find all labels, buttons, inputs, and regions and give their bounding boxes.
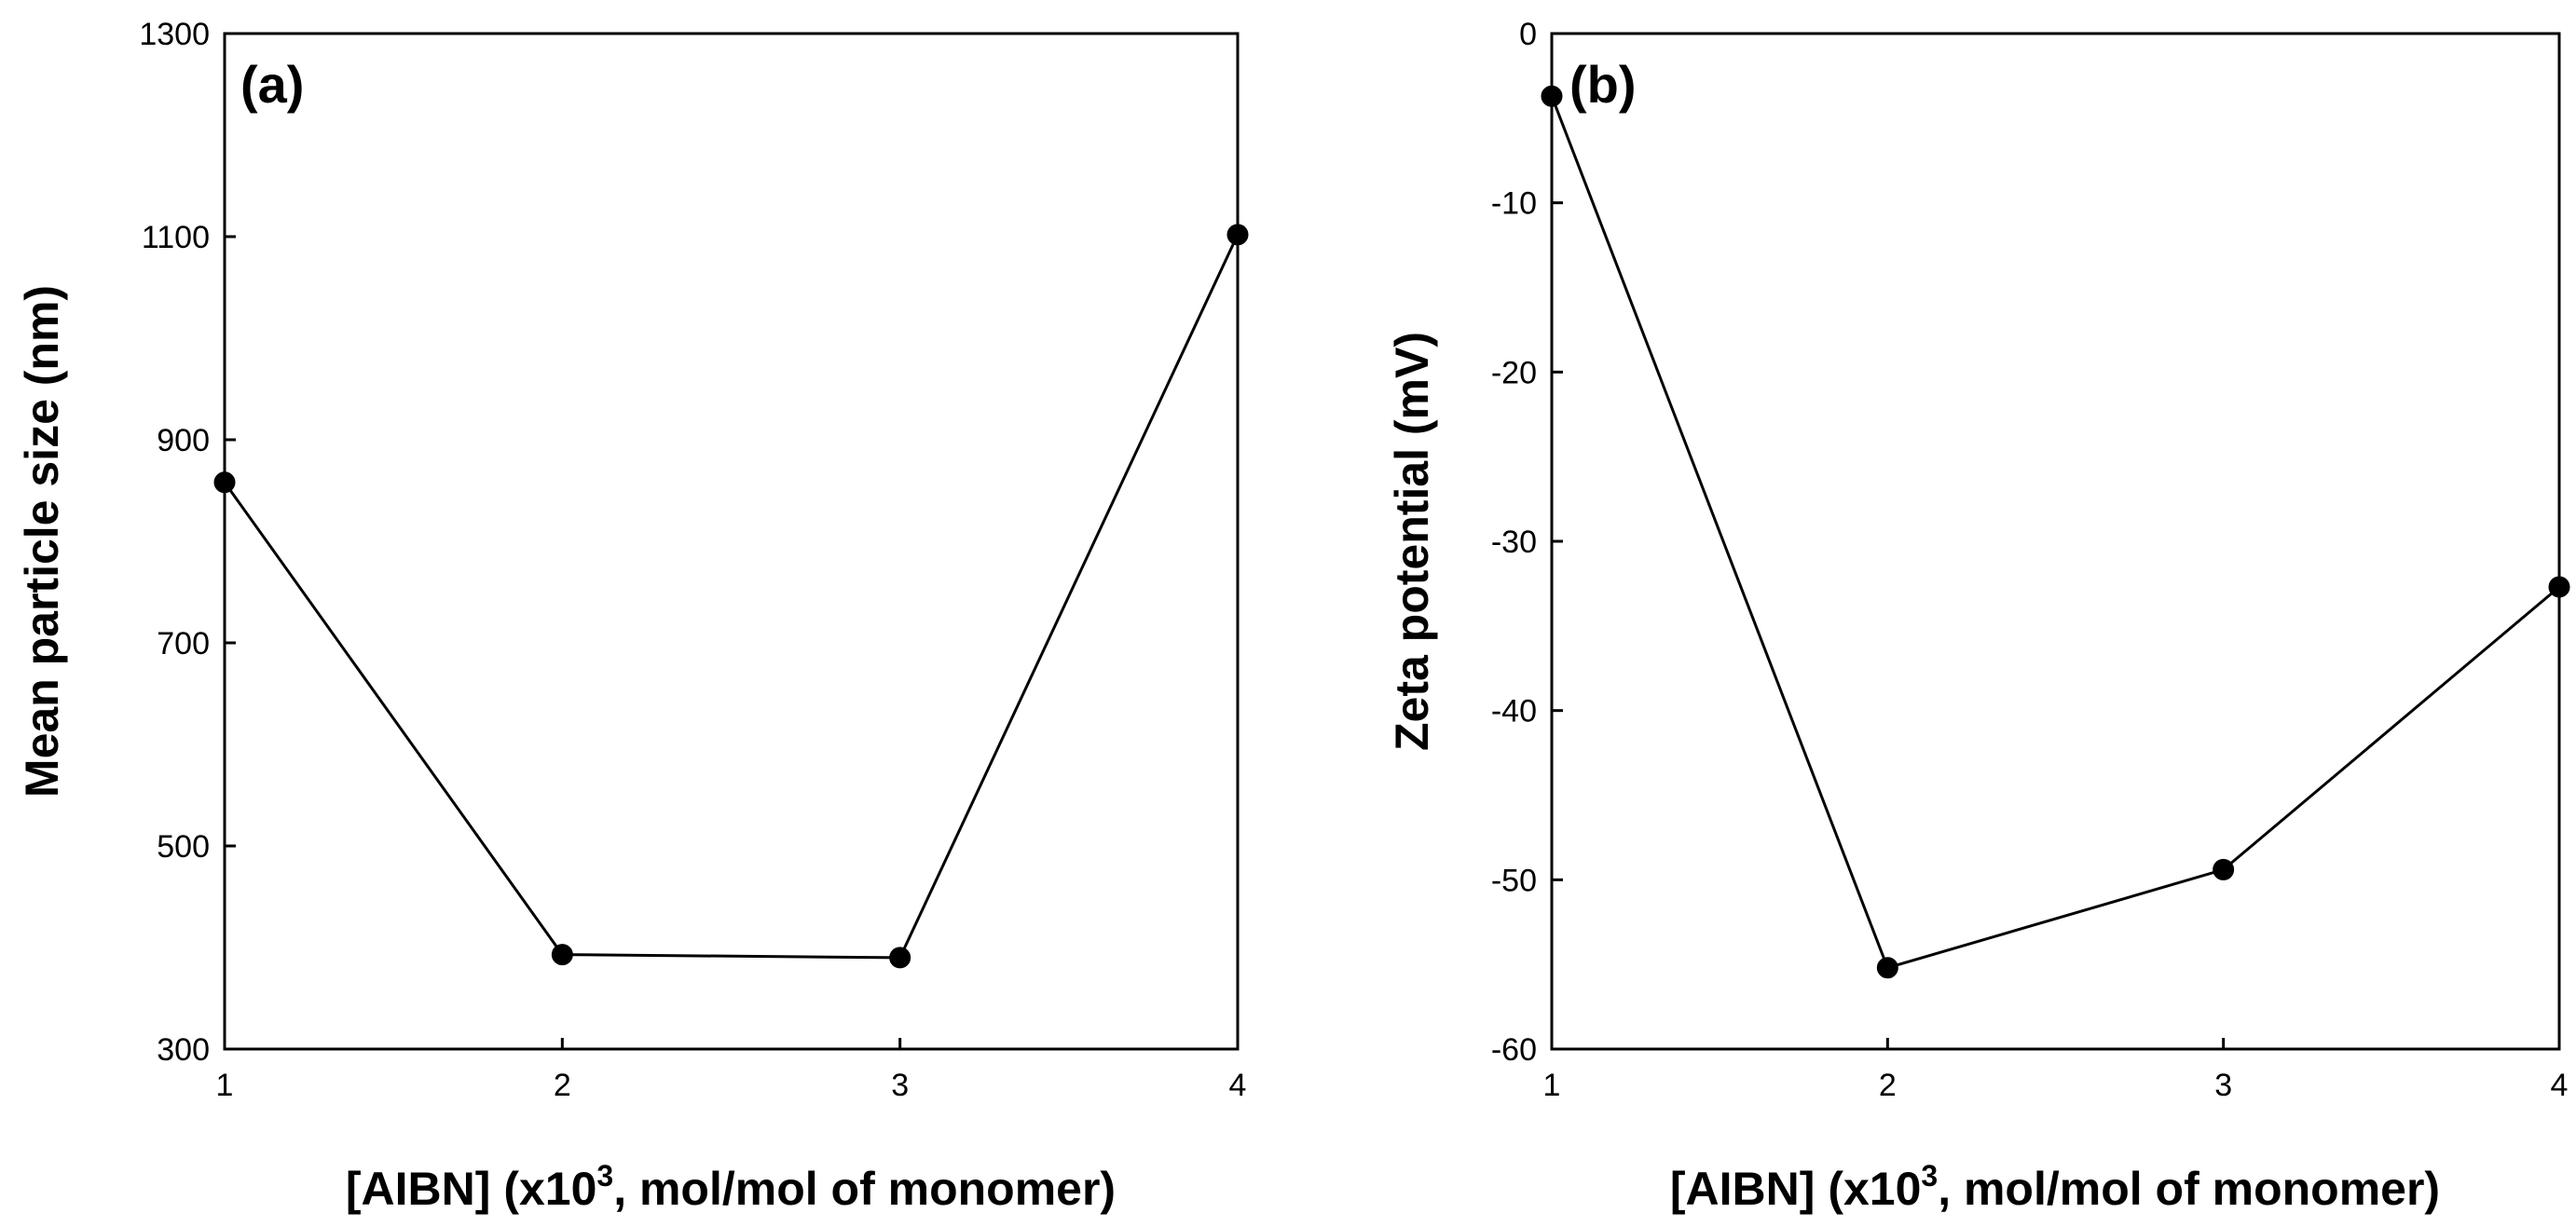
data-point-a-3	[889, 947, 911, 969]
y-tick-label: -40	[1491, 694, 1537, 729]
data-point-b-2	[1876, 957, 1898, 979]
y-tick-label: 500	[157, 829, 210, 865]
x-axis-title-tail: , mol/mol of monomer)	[1938, 1163, 2440, 1215]
data-point-a-1	[213, 471, 236, 494]
y-tick-label: 1100	[142, 220, 210, 255]
y-tick-label: 300	[157, 1032, 210, 1068]
x-axis-title-superscript: 3	[1921, 1159, 1938, 1193]
x-tick-label: 1	[216, 1068, 234, 1103]
x-tick-label: 2	[554, 1068, 571, 1103]
data-point-a-4	[1226, 224, 1249, 246]
x-tick-label: 2	[1879, 1068, 1897, 1103]
panel-label-a: (a)	[240, 55, 304, 114]
panel-label-b: (b)	[1569, 55, 1637, 114]
x-axis-title-a: [AIBN] (x103, mol/mol of monomer)	[346, 1159, 1116, 1215]
series-line-b	[1550, 95, 2560, 970]
y-tick-label: -20	[1491, 355, 1537, 390]
x-tick-label: 3	[891, 1068, 909, 1103]
data-point-b-3	[2213, 858, 2235, 880]
y-tick-label: -30	[1491, 525, 1537, 560]
data-point-b-4	[2548, 576, 2570, 598]
data-point-a-2	[551, 944, 573, 966]
x-axis-title-b: [AIBN] (x103, mol/mol of monomer)	[1670, 1159, 2440, 1215]
x-axis-title-main: [AIBN] (x10	[1670, 1163, 1921, 1215]
y-axis-title-a: Mean particle size (nm)	[16, 285, 68, 798]
series-line-a	[223, 234, 1240, 960]
y-tick-label: -50	[1491, 863, 1537, 898]
plot-frame-a	[223, 32, 1240, 1051]
panel-b: -60 -50 -40 -30 -20 -10 0 1 2 3 4 (b) Zeta potential…	[1386, 17, 2570, 1215]
x-tick-label: 3	[2214, 1068, 2232, 1103]
x-tick-label: 4	[1229, 1068, 1247, 1103]
x-tick-label: 4	[2551, 1068, 2569, 1103]
data-point-b-1	[1541, 85, 1563, 107]
x-axis-title-superscript: 3	[596, 1159, 613, 1193]
y-tick-label: -10	[1491, 186, 1537, 222]
y-tick-label: 700	[157, 626, 210, 661]
plot-frame-b	[1550, 32, 2561, 1051]
y-tick-label: 1300	[139, 17, 210, 52]
x-axis-title-main: [AIBN] (x10	[346, 1163, 596, 1215]
y-axis-title-b: Zeta potential (mV)	[1386, 332, 1438, 751]
y-tick-label: -60	[1491, 1032, 1537, 1068]
x-axis-title-tail: , mol/mol of monomer)	[613, 1163, 1116, 1215]
y-tick-label: 0	[1519, 17, 1537, 52]
x-tick-label: 1	[1543, 1068, 1561, 1103]
panel-a: 300 500 700 900 1100 1300 1 2 3 4 (a) Mean particle…	[16, 17, 1249, 1215]
y-tick-label: 900	[157, 423, 210, 458]
